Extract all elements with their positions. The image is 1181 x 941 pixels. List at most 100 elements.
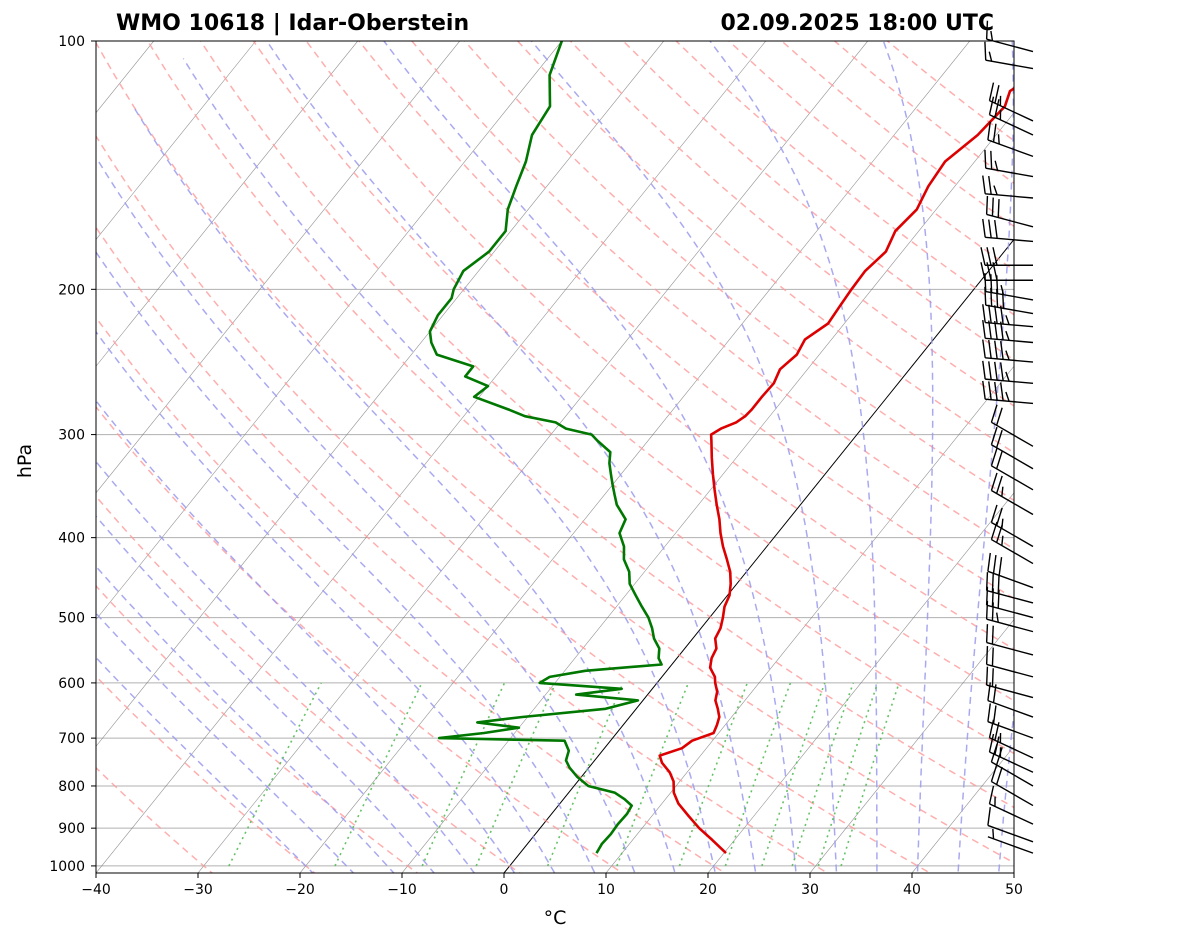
barb-feather	[994, 320, 998, 340]
wind-barb	[980, 247, 1033, 266]
y-tick-label: 300	[58, 428, 85, 444]
barb-feather	[1001, 518, 1004, 529]
barb-feather	[1000, 362, 1004, 381]
y-tick-label: 500	[58, 611, 85, 627]
title-left: WMO 10618 | Idar-Oberstein	[116, 11, 469, 36]
barb-shaft	[989, 100, 1034, 122]
barb-feather	[982, 319, 986, 339]
barb-feather	[1005, 371, 1010, 382]
x-tick-label: −20	[285, 882, 315, 898]
barb-feather	[990, 763, 998, 782]
dry-adiabat	[305, 41, 1014, 650]
barb-feather	[984, 273, 987, 292]
moist-adiabat	[957, 41, 1014, 873]
dry-adiabat	[675, 41, 1014, 316]
wind-barb	[988, 785, 1034, 825]
dry-adiabat	[96, 405, 624, 873]
isotherm--70	[96, 41, 460, 494]
barb-feather	[985, 195, 989, 215]
barb-feather	[982, 360, 986, 380]
barb-feather	[988, 361, 992, 380]
mixing-ratio-line	[334, 682, 423, 867]
barb-feather	[990, 504, 998, 523]
barb-shaft	[985, 236, 1034, 243]
wind-barb	[990, 448, 1034, 491]
barb-feather	[1005, 315, 1010, 325]
sounding-lines	[428, 41, 1014, 855]
wind-barb	[987, 552, 1034, 589]
background-lines	[96, 41, 1014, 873]
barb-shaft	[987, 699, 1034, 718]
x-tick-label: −40	[81, 882, 111, 898]
barb-feather	[985, 666, 989, 686]
mixing-ratio-line	[840, 682, 900, 867]
isotherm--50	[96, 41, 664, 747]
wind-barb	[987, 807, 1034, 843]
barb-feather	[992, 705, 997, 724]
moist-adiabat	[96, 250, 596, 873]
barb-shaft	[987, 570, 1034, 589]
barb-feather	[988, 304, 992, 324]
dry-adiabat	[96, 316, 727, 873]
barb-feather	[995, 507, 1003, 526]
barb-shaft	[985, 167, 1034, 178]
barb-feather	[996, 612, 999, 623]
barb-feather	[995, 451, 1003, 470]
barb-feather	[995, 475, 1003, 494]
wind-barb	[982, 339, 1034, 363]
y-tick-label: 200	[58, 282, 85, 298]
y-tick-label: 100	[58, 34, 85, 50]
barb-feather	[991, 625, 994, 645]
mixing-ratio-line	[761, 682, 826, 867]
isotherm-40	[911, 745, 1014, 873]
barb-feather	[988, 51, 993, 62]
barb-shaft	[987, 139, 1034, 158]
barb-feather	[997, 134, 1000, 145]
barb-feather	[1001, 535, 1004, 546]
x-tick-label: −30	[183, 882, 213, 898]
barb-feather	[995, 766, 1003, 785]
dry-adiabat	[96, 495, 522, 873]
wind-barb	[985, 195, 1034, 228]
dry-adiabat	[96, 584, 419, 873]
barb-shaft	[985, 290, 1034, 301]
wind-barb	[987, 121, 1034, 158]
wind-barb	[988, 733, 1034, 773]
y-tick-label: 800	[58, 779, 85, 795]
moist-adiabat	[96, 330, 556, 873]
dry-adiabat	[96, 41, 1014, 864]
barb-feather	[991, 647, 994, 667]
x-axis-label: °C	[544, 907, 567, 929]
barb-shaft	[986, 38, 1034, 53]
isotherm-10	[605, 365, 1014, 873]
barb-feather	[994, 381, 998, 401]
barb-shaft	[991, 421, 1034, 447]
barb-feather	[994, 361, 998, 381]
moist-adiabat	[383, 41, 797, 873]
barb-feather	[1000, 305, 1004, 325]
dry-adiabat	[96, 226, 829, 873]
barb-feather	[990, 448, 998, 467]
mixing-ratio-line	[791, 682, 855, 867]
x-tick-label: 20	[699, 882, 717, 898]
moist-adiabat	[709, 41, 878, 873]
barb-feather	[990, 404, 998, 423]
barb-feather	[994, 85, 1000, 104]
barb-feather	[988, 175, 992, 195]
isotherm-0	[503, 238, 1014, 873]
barb-feather	[992, 828, 995, 839]
barb-shaft	[991, 521, 1034, 548]
y-axis-label: hPa	[14, 444, 36, 478]
wind-barb	[985, 586, 1034, 619]
barb-feather	[1005, 391, 1010, 402]
barb-feather	[982, 339, 986, 358]
barb-feather	[1005, 350, 1010, 361]
mixing-ratio-line	[228, 682, 322, 867]
wind-barb	[985, 666, 1034, 699]
barb-shaft	[985, 304, 1034, 315]
barb-feather	[988, 320, 992, 339]
isotherm--20	[299, 41, 970, 873]
wind-barb	[984, 41, 1034, 70]
barb-feather	[1000, 382, 1004, 401]
barb-feather	[980, 247, 986, 266]
